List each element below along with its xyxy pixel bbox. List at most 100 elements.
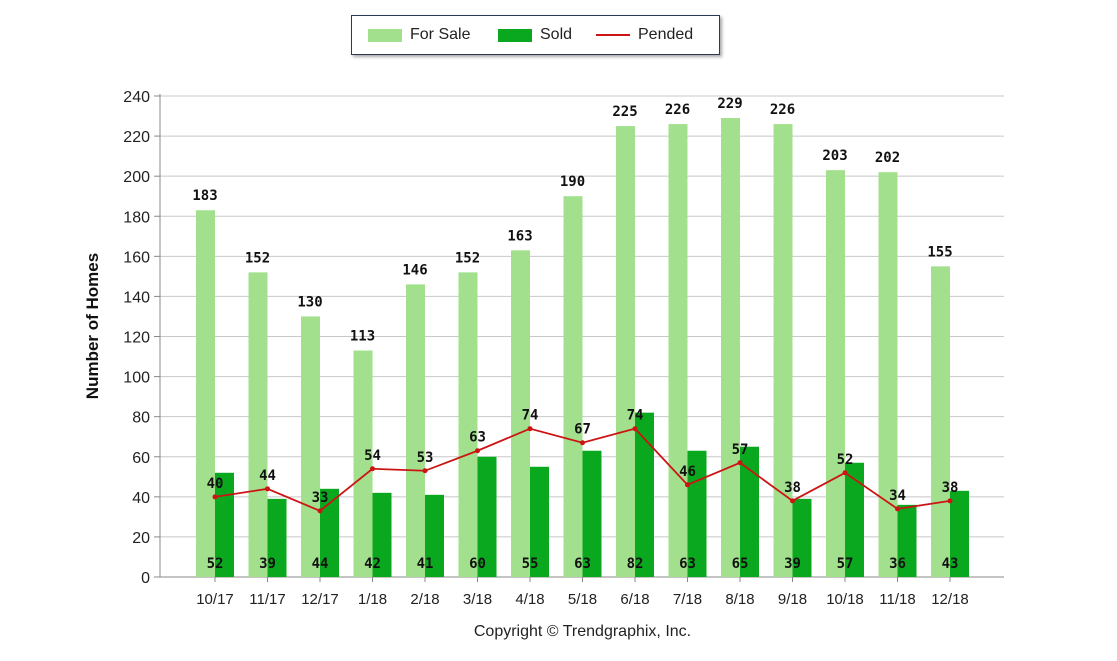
x-tick-label: 10/17 [196,591,234,608]
bar-for-sale [248,272,268,577]
bar-sold [267,498,287,577]
y-tick-label: 40 [132,490,150,507]
legend-label-pended: Pended [638,26,694,43]
label-sold: 52 [207,556,224,572]
y-tick-label: 20 [132,530,150,547]
label-pended: 74 [522,408,539,424]
bar-sold [320,488,339,577]
legend: For Sale Sold Pended [351,15,720,55]
label-sold: 63 [679,556,696,572]
label-pended: 74 [627,408,644,424]
label-for-sale: 226 [770,102,795,118]
bar-sold [530,466,549,577]
label-sold: 39 [784,556,801,572]
bar-sold [582,450,602,577]
label-sold: 57 [837,556,854,572]
label-sold: 42 [364,556,381,572]
bar-sold [215,472,234,577]
label-sold: 44 [312,556,329,572]
pended-point [947,498,953,504]
bar-sold [792,498,812,577]
bar-for-sale [406,284,425,577]
label-for-sale: 183 [192,188,217,204]
bar-for-sale [458,272,478,577]
bar-for-sale [878,172,898,578]
bar-for-sale [563,196,583,578]
pended-point [212,494,218,500]
label-for-sale: 155 [927,244,952,260]
x-tick-label: 7/18 [673,591,702,608]
label-pended: 52 [837,452,854,468]
pended-line [212,426,953,514]
label-pended: 46 [679,464,696,480]
label-for-sale: 202 [875,150,900,166]
pended-swatch [596,34,630,36]
pended-point [842,470,848,476]
bar-sold [950,490,969,577]
for-sale-swatch [368,28,402,42]
label-pended: 53 [417,450,434,466]
pended-point [895,506,900,512]
bar-for-sale [511,250,530,577]
label-pended: 54 [364,448,381,464]
legend-label-sold: Sold [540,26,573,43]
legend-label-for-sale: For Sale [410,26,471,43]
y-tick-label: 0 [141,570,150,587]
label-for-sale: 113 [350,329,375,345]
label-sold: 55 [522,556,539,572]
bar-for-sale [301,316,320,577]
y-tick-label: 100 [123,370,150,387]
label-sold: 60 [469,556,486,572]
x-tick-label: 4/18 [515,591,544,608]
y-tick-label: 160 [123,249,150,266]
label-pended: 34 [889,488,906,504]
bar-for-sale [721,118,740,577]
label-for-sale: 152 [455,250,480,266]
x-tick-label: 6/18 [620,591,649,608]
x-tick-label: 12/18 [931,591,969,608]
x-tick-label: 10/18 [826,591,864,608]
y-tick-label: 220 [123,129,150,146]
label-sold: 65 [732,556,749,572]
x-tick-label: 11/17 [249,591,285,608]
x-tick-label: 11/18 [879,591,915,608]
y-tick-label: 240 [123,89,150,106]
x-tick-label: 12/17 [301,591,339,608]
pended-point [370,466,375,472]
bar-sold [635,412,654,577]
bar-for-sale [353,350,373,577]
label-for-sale: 225 [612,104,637,120]
legend-item-for-sale: For Sale [368,25,470,45]
label-sold: 82 [627,556,644,572]
bar-for-sale [931,266,950,577]
pended-point [790,498,795,504]
x-tick-label: 9/18 [778,591,807,608]
label-for-sale: 190 [560,174,585,190]
pended-point [317,508,323,514]
pended-point [265,486,270,492]
label-pended: 63 [469,430,486,446]
y-tick-label: 140 [123,289,150,306]
bar-for-sale [616,126,635,577]
copyright-text: Copyright © Trendgraphix, Inc. [473,623,692,640]
x-tick-label: 3/18 [463,591,492,608]
bar-for-sale [773,124,793,577]
y-axis-title: Number of Homes [83,252,102,400]
label-for-sale: 229 [717,96,742,112]
label-pended: 38 [784,480,801,496]
label-pended: 57 [732,442,749,458]
pended-point [527,426,533,432]
label-sold: 63 [574,556,591,572]
label-for-sale: 163 [507,228,532,244]
label-pended: 40 [207,476,224,492]
label-sold: 39 [259,556,276,572]
label-for-sale: 146 [402,262,427,278]
bar-sold [845,462,864,577]
x-tick-label: 8/18 [725,591,754,608]
pended-point [737,460,743,466]
pended-point [632,426,638,432]
y-tick-label: 60 [132,450,150,467]
legend-item-sold: Sold [498,25,572,45]
label-for-sale: 152 [245,250,270,266]
